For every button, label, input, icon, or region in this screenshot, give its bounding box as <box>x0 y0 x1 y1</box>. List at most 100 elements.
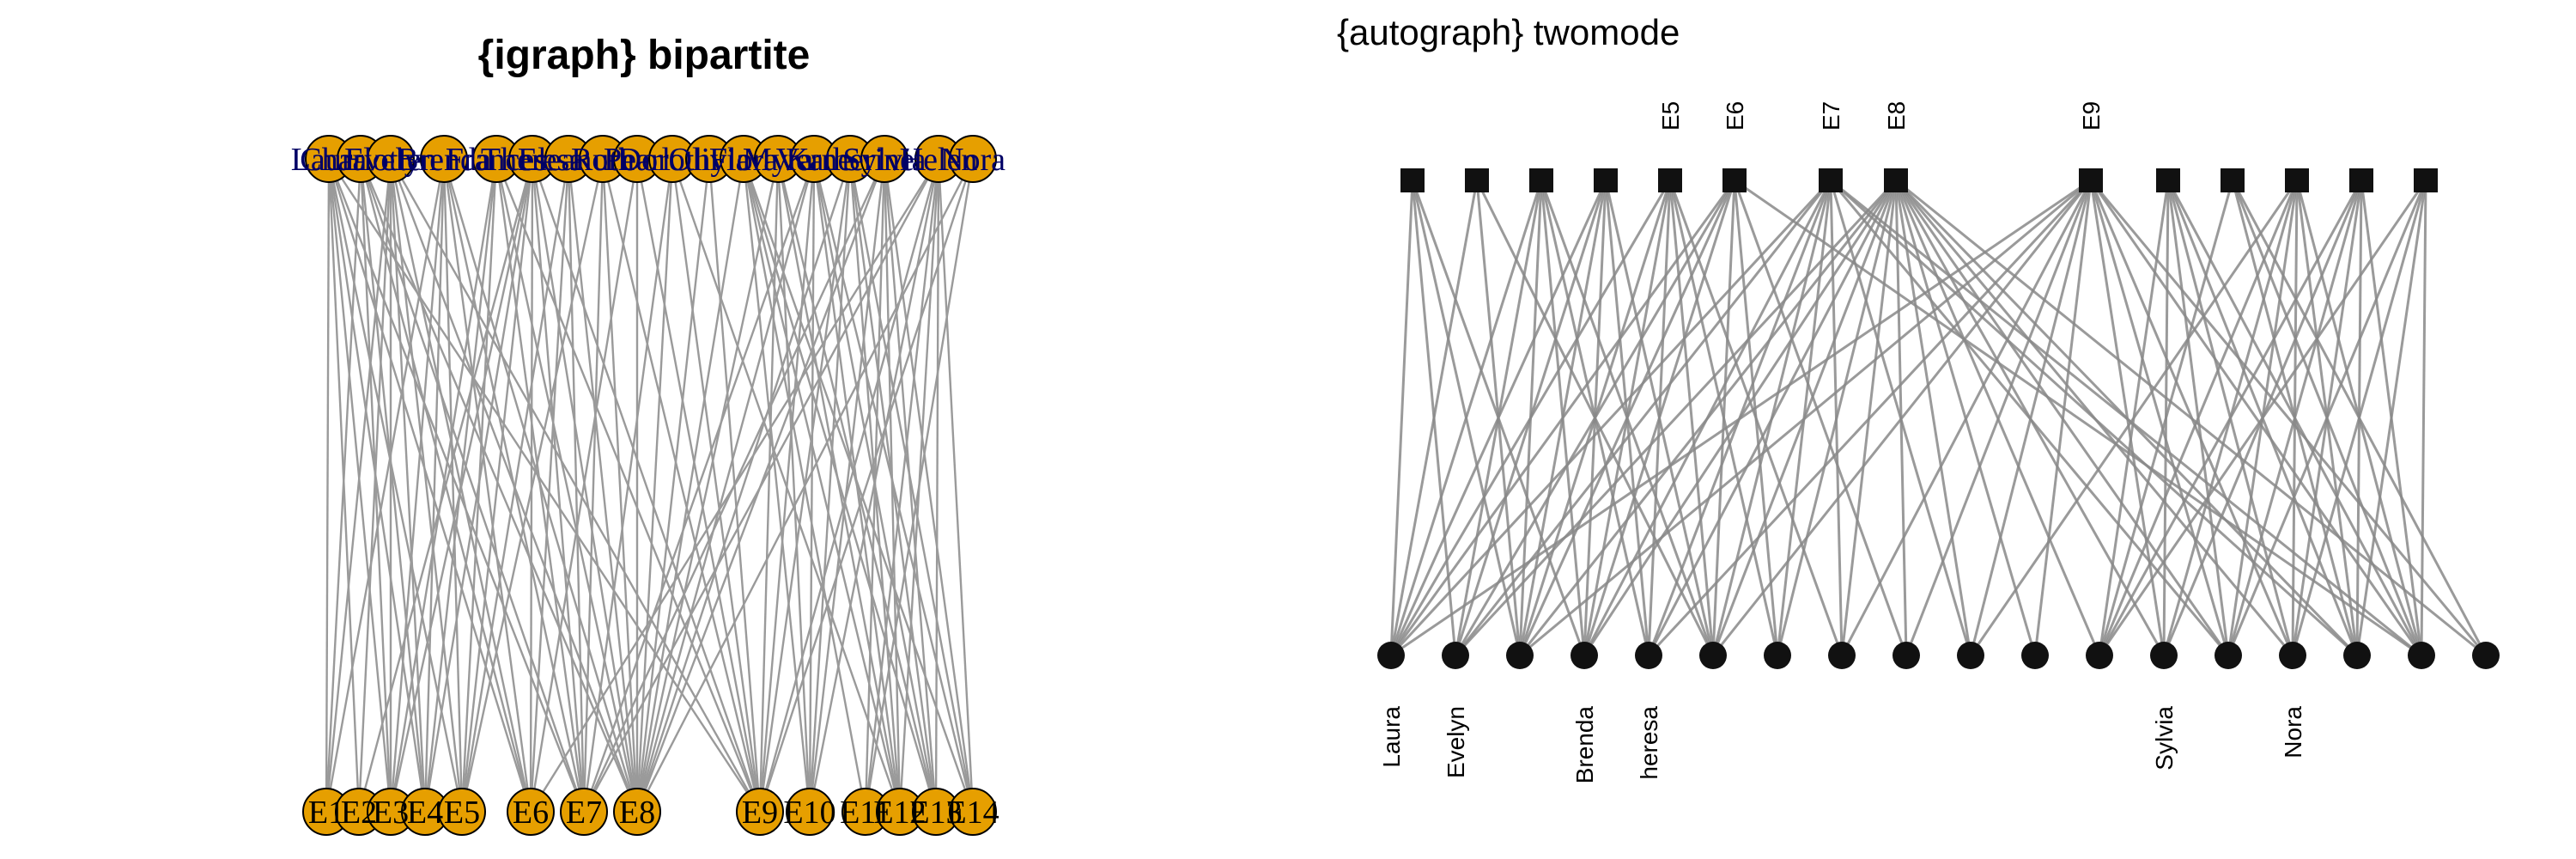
right-edge <box>1389 179 1832 657</box>
right-event-node <box>1529 168 1553 192</box>
right-edge <box>2089 180 2488 656</box>
right-edge <box>1830 179 2422 657</box>
left-edge <box>389 158 446 813</box>
right-woman-node <box>1571 642 1598 669</box>
right-edge <box>2420 180 2427 656</box>
right-edge <box>2360 180 2423 656</box>
left-edge <box>812 158 902 813</box>
right-event-node <box>1465 168 1489 192</box>
right-edge <box>1776 180 1832 656</box>
left-woman-label: Theresa <box>481 142 584 178</box>
left-edge <box>808 158 816 813</box>
left-woman-label: Nora <box>940 142 1005 178</box>
left-edge <box>742 158 975 813</box>
left-edge <box>883 158 902 813</box>
right-woman-node <box>1957 642 1984 669</box>
left-panel-title: {igraph} bipartite <box>478 33 811 78</box>
left-woman-label: Evelyn <box>344 142 437 178</box>
left-event-label: E3 <box>373 795 409 831</box>
right-edge <box>1604 180 1715 656</box>
right-edge <box>1894 180 2101 656</box>
left-edge <box>327 158 464 813</box>
right-edge <box>1668 180 1715 656</box>
right-woman-node <box>2021 642 2049 669</box>
right-panel-title: {autograph} twomode <box>1337 12 1680 52</box>
right-edge <box>2166 180 2294 656</box>
right-woman-node <box>1764 642 1791 669</box>
left-event-label: E6 <box>513 795 549 831</box>
right-edge <box>1829 180 2230 656</box>
right-woman-node <box>1377 642 1405 669</box>
left-edge <box>529 158 639 813</box>
left-event-label: E7 <box>566 795 602 831</box>
right-edge <box>2231 180 2488 656</box>
right-woman-node <box>2343 642 2371 669</box>
left-edge <box>635 158 975 813</box>
left-woman-label: Katherine <box>786 142 914 178</box>
right-edge <box>1454 180 1832 656</box>
right-woman-label: Laura <box>1378 706 1405 768</box>
left-woman-label: Verne <box>776 142 853 178</box>
left-edge <box>582 158 940 813</box>
left-edge <box>758 158 975 813</box>
right-woman-node <box>1442 642 1469 669</box>
right-woman-node <box>2472 642 2500 669</box>
right-edge <box>1411 180 1522 656</box>
right-woman-node <box>2279 642 2306 669</box>
left-woman-node <box>367 135 415 183</box>
right-edge <box>2166 180 2423 656</box>
right-event-node <box>2414 168 2438 192</box>
left-event-label: E12 <box>873 795 926 831</box>
right-edge <box>2231 180 2423 656</box>
left-edge <box>460 158 534 813</box>
left-edge <box>495 158 586 813</box>
right-woman-label: Brenda <box>1571 706 1598 784</box>
left-edge <box>582 158 605 813</box>
right-event-label: E6 <box>1722 101 1748 131</box>
left-edge <box>389 158 534 813</box>
left-event-node <box>507 788 555 836</box>
right-edge <box>1895 179 2487 657</box>
right-woman-node <box>2150 642 2178 669</box>
left-event-node <box>560 788 608 836</box>
left-edge <box>742 158 902 813</box>
left-woman-label: Pearl <box>604 142 671 178</box>
left-event-label: E2 <box>341 795 377 831</box>
left-event-node <box>736 788 784 836</box>
right-edge <box>2089 180 2230 656</box>
right-edge <box>1894 180 2230 656</box>
left-woman-node <box>420 135 468 183</box>
left-woman-label: Eleanor <box>518 142 620 178</box>
right-event-node <box>1658 168 1682 192</box>
left-edge <box>325 158 362 813</box>
right-event-nodes: E5 E6 E7 E8 E9 <box>1400 101 2438 192</box>
left-edge <box>327 158 532 813</box>
right-women-nodes: Laura Evelyn Brenda heresa Sylvia Nora <box>1377 642 2500 783</box>
right-edge <box>1840 180 1898 656</box>
right-event-node <box>2349 168 2373 192</box>
right-edge <box>1411 180 1586 656</box>
right-edge <box>1711 180 1832 656</box>
right-edge <box>1475 180 1715 656</box>
left-edge <box>671 158 762 813</box>
left-event-label: E1 <box>308 795 344 831</box>
left-event-label: E14 <box>946 795 999 831</box>
left-panel-igraph-bipartite: {igraph} bipartite LauraCharlotteEvelynB… <box>291 33 1005 836</box>
left-event-node <box>949 788 997 836</box>
left-edge <box>423 158 534 813</box>
left-edge <box>531 158 586 813</box>
right-edge <box>1411 180 1457 656</box>
left-woman-label: Helen <box>900 142 978 178</box>
left-edge <box>389 158 498 813</box>
right-event-node <box>2221 168 2245 192</box>
right-edge <box>2098 180 2170 656</box>
left-woman-label: Brenda <box>397 142 491 178</box>
right-event-node <box>2156 168 2180 192</box>
left-edge <box>442 158 464 813</box>
left-woman-label: Myra <box>743 142 813 178</box>
left-edge <box>601 158 762 813</box>
left-edge <box>529 158 570 813</box>
left-edge <box>776 158 902 813</box>
left-edge <box>635 158 711 813</box>
